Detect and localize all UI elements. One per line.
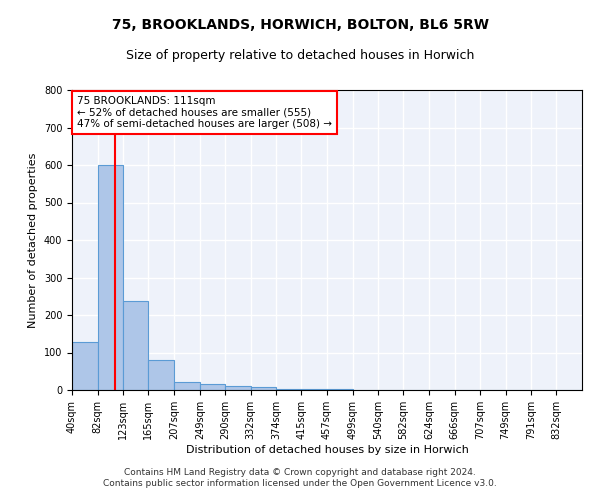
Bar: [276, 389, 301, 390]
Bar: [225, 386, 251, 390]
Y-axis label: Number of detached properties: Number of detached properties: [28, 152, 38, 328]
Bar: [98, 165, 123, 390]
Bar: [251, 388, 276, 390]
Text: 75, BROOKLANDS, HORWICH, BOLTON, BL6 5RW: 75, BROOKLANDS, HORWICH, BOLTON, BL6 5RW: [112, 18, 488, 32]
Bar: [200, 384, 225, 390]
Text: Size of property relative to detached houses in Horwich: Size of property relative to detached ho…: [126, 48, 474, 62]
Bar: [72, 342, 98, 390]
Text: 75 BROOKLANDS: 111sqm
← 52% of detached houses are smaller (555)
47% of semi-det: 75 BROOKLANDS: 111sqm ← 52% of detached …: [77, 96, 332, 129]
X-axis label: Distribution of detached houses by size in Horwich: Distribution of detached houses by size …: [185, 444, 469, 454]
Bar: [301, 389, 327, 390]
Bar: [174, 382, 200, 390]
Bar: [327, 389, 353, 390]
Bar: [148, 360, 174, 390]
Bar: [123, 301, 148, 390]
Text: Contains HM Land Registry data © Crown copyright and database right 2024.
Contai: Contains HM Land Registry data © Crown c…: [103, 468, 497, 487]
